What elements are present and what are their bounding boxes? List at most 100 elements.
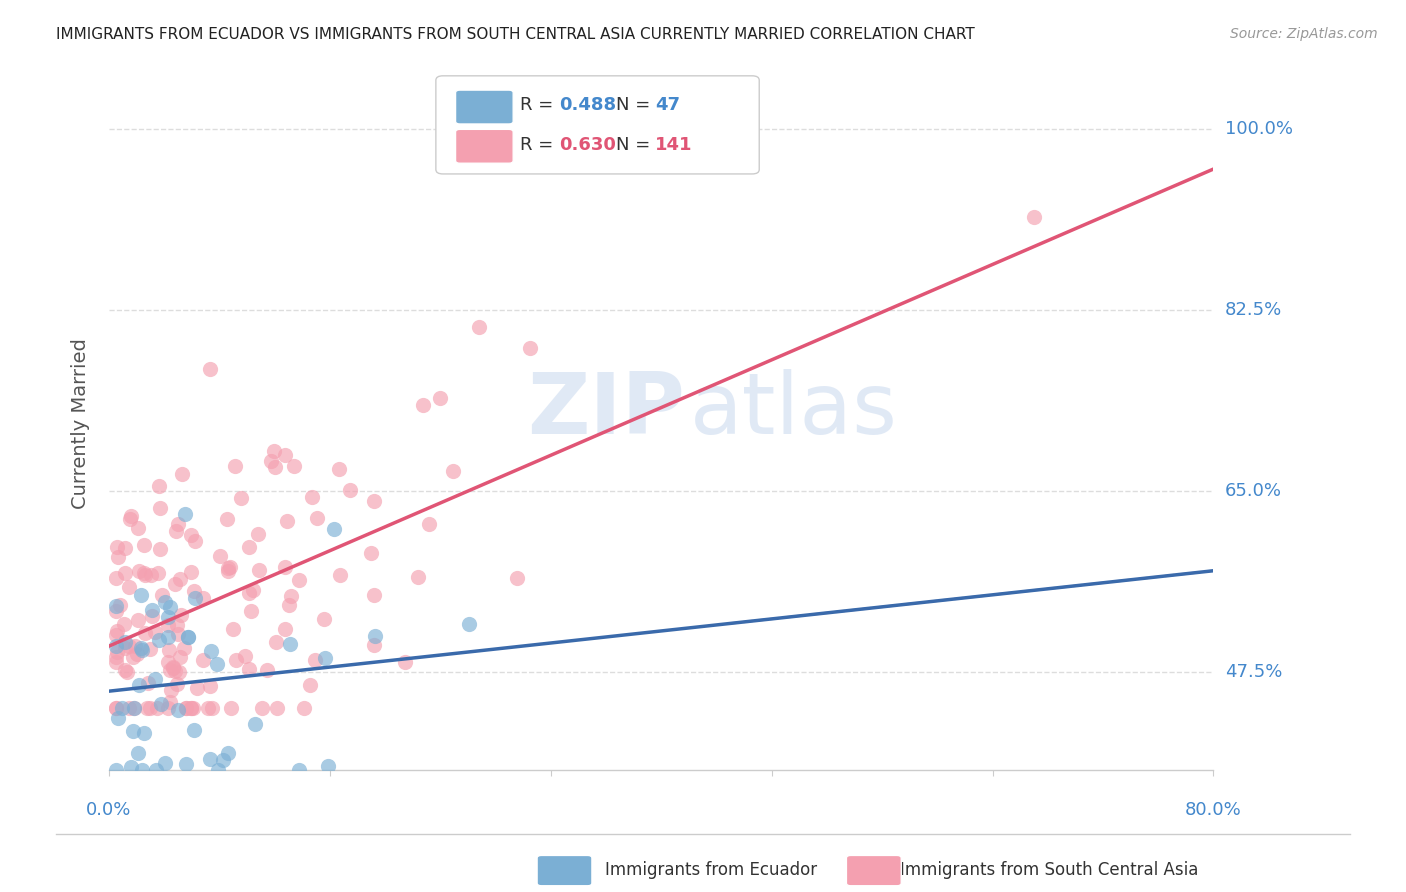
- Point: [165, 664, 187, 678]
- Y-axis label: Currently Married: Currently Married: [72, 339, 90, 509]
- Point: [207, 764, 229, 778]
- Point: [174, 700, 197, 714]
- Point: [229, 491, 252, 506]
- Text: 47.5%: 47.5%: [1225, 663, 1282, 681]
- Point: [274, 559, 297, 574]
- Point: [292, 701, 315, 715]
- Point: [212, 753, 235, 767]
- Point: [153, 595, 176, 609]
- Point: [278, 637, 301, 651]
- Point: [176, 756, 198, 771]
- Point: [124, 639, 146, 653]
- Point: [114, 640, 136, 655]
- Text: Immigrants from Ecuador: Immigrants from Ecuador: [605, 861, 817, 879]
- Point: [122, 650, 145, 665]
- Text: 65.0%: 65.0%: [1225, 483, 1282, 500]
- Text: Immigrants from South Central Asia: Immigrants from South Central Asia: [900, 861, 1198, 879]
- Point: [181, 701, 204, 715]
- Point: [148, 632, 170, 647]
- Point: [238, 663, 260, 677]
- Point: [122, 701, 145, 715]
- Point: [266, 701, 288, 715]
- Point: [174, 701, 197, 715]
- Point: [146, 566, 169, 580]
- Point: [225, 653, 247, 667]
- Point: [114, 663, 136, 677]
- Point: [180, 528, 202, 542]
- Point: [143, 672, 166, 686]
- Point: [239, 604, 262, 618]
- Point: [205, 657, 228, 672]
- Point: [114, 566, 136, 580]
- Point: [166, 626, 188, 640]
- Point: [312, 612, 335, 626]
- Point: [118, 580, 141, 594]
- Point: [252, 701, 274, 715]
- Point: [128, 565, 150, 579]
- Point: [145, 764, 167, 778]
- Point: [150, 588, 173, 602]
- Point: [139, 568, 162, 582]
- Point: [412, 398, 434, 412]
- Point: [127, 746, 149, 760]
- Text: N =: N =: [616, 136, 655, 153]
- Point: [288, 764, 311, 778]
- Point: [141, 609, 163, 624]
- Point: [120, 760, 142, 774]
- Point: [323, 522, 346, 536]
- Point: [247, 527, 270, 541]
- Point: [163, 576, 186, 591]
- Point: [153, 756, 176, 771]
- Text: R =: R =: [520, 136, 560, 153]
- Point: [174, 508, 197, 522]
- Point: [218, 560, 240, 574]
- Point: [193, 653, 215, 667]
- Point: [316, 759, 339, 773]
- Point: [134, 566, 156, 581]
- Point: [108, 599, 131, 613]
- Point: [506, 571, 529, 585]
- Point: [283, 459, 305, 474]
- Point: [159, 599, 181, 614]
- Point: [183, 583, 205, 598]
- Point: [172, 467, 194, 481]
- Point: [167, 665, 190, 679]
- Point: [104, 599, 127, 614]
- Point: [274, 448, 297, 462]
- Point: [104, 650, 127, 665]
- Point: [104, 656, 127, 670]
- Point: [104, 764, 127, 778]
- Point: [105, 540, 128, 554]
- Point: [157, 701, 180, 715]
- Point: [149, 697, 172, 711]
- Point: [339, 483, 361, 497]
- Point: [141, 603, 163, 617]
- Point: [131, 764, 153, 778]
- Point: [159, 695, 181, 709]
- Point: [104, 571, 127, 585]
- Point: [169, 650, 191, 665]
- Point: [162, 660, 184, 674]
- Point: [132, 538, 155, 552]
- Point: [307, 510, 329, 524]
- Text: 0.488: 0.488: [560, 96, 617, 114]
- Point: [157, 643, 180, 657]
- Point: [104, 639, 127, 653]
- Point: [217, 512, 239, 526]
- Point: [209, 549, 232, 563]
- Point: [166, 617, 188, 632]
- Point: [107, 550, 129, 565]
- Point: [134, 725, 156, 739]
- Point: [162, 660, 184, 674]
- Point: [264, 459, 287, 474]
- Point: [280, 589, 302, 603]
- Point: [138, 676, 160, 690]
- Text: 82.5%: 82.5%: [1225, 301, 1282, 319]
- Point: [148, 478, 170, 492]
- Text: atlas: atlas: [690, 368, 898, 451]
- Point: [328, 462, 350, 476]
- Point: [247, 563, 270, 577]
- Point: [145, 624, 167, 639]
- Point: [276, 514, 298, 528]
- Text: 141: 141: [655, 136, 693, 153]
